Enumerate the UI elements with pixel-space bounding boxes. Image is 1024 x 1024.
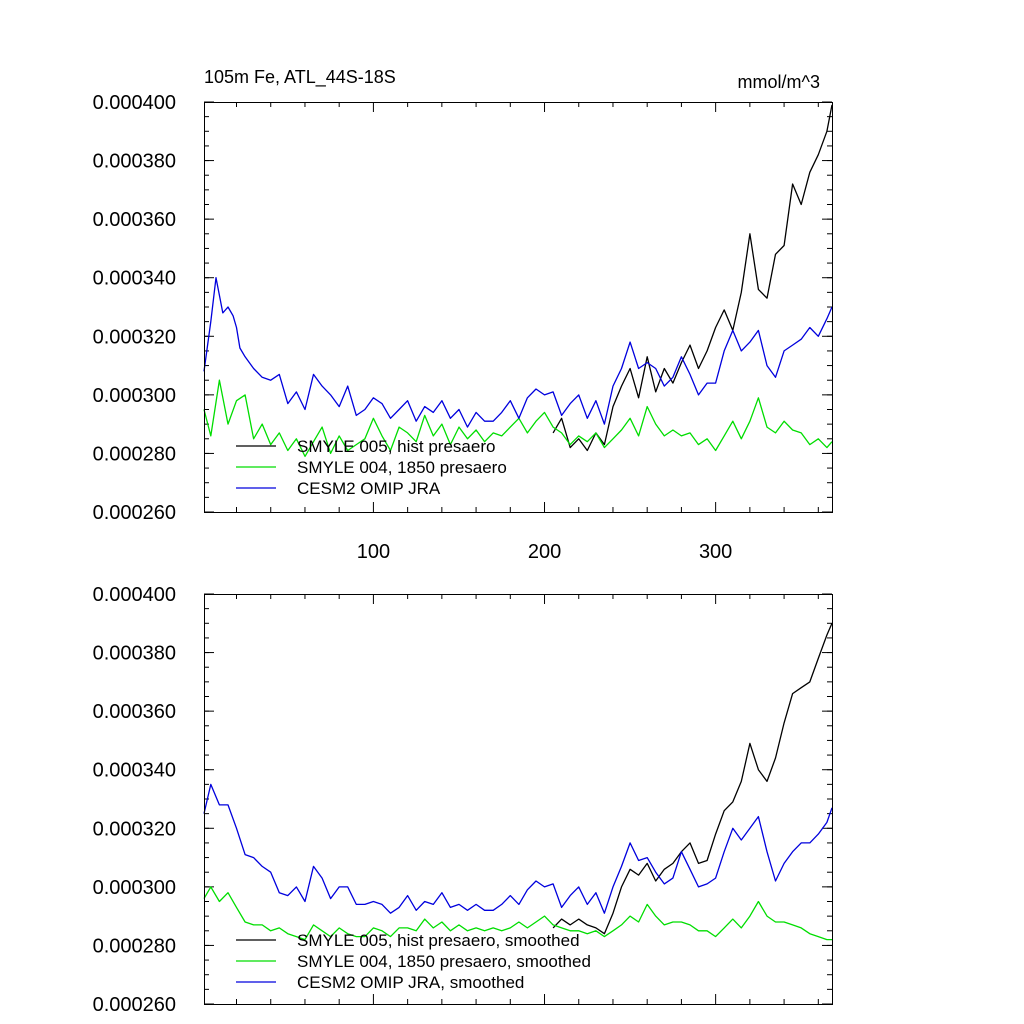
legend-label-2: CESM2 OMIP JRA	[297, 479, 441, 498]
x-tick-label: 200	[528, 541, 561, 563]
y-tick-label: 0.000280	[93, 443, 176, 465]
legend-label-2: CESM2 OMIP JRA, smoothed	[297, 973, 524, 992]
y-tick-label: 0.000340	[93, 268, 176, 290]
y-tick-label: 0.000400	[93, 92, 176, 114]
series-line-2	[203, 277, 833, 428]
chart-panel-top: 105m Fe, ATL_44S-18S mmol/m^3 0.0002600.…	[93, 67, 833, 563]
y-tick-label: 0.000360	[93, 209, 176, 231]
chart-title: 105m Fe, ATL_44S-18S	[204, 67, 396, 88]
series-line-0	[552, 104, 833, 452]
y-tick-label: 0.000260	[93, 994, 176, 1016]
axis-ticks-top: 0.000260 0.000280 0.000300 0.000320 0.000340…	[93, 92, 832, 563]
y-tick-label: 0.000400	[93, 584, 176, 606]
y-tick-label: 0.000300	[93, 877, 176, 899]
legend-label-0: SMYLE 005, hist presaero, smoothed	[297, 931, 580, 950]
plot-frame-bottom	[204, 594, 833, 1005]
y-tick-label: 0.000380	[93, 643, 176, 665]
x-tick-label: 100	[357, 541, 390, 563]
series-lines-bottom	[203, 623, 833, 941]
chart-panel-bottom: 0.000260 0.000280 0.000300 0.000320 0.000340…	[93, 584, 833, 1016]
legend-bottom: SMYLE 005, hist presaero, smoothed SMYLE …	[236, 931, 591, 992]
legend-top: SMYLE 005, hist presaero SMYLE 004, 1850 …	[236, 437, 507, 498]
y-tick-label: 0.000320	[93, 818, 176, 840]
legend-label-0: SMYLE 005, hist presaero	[297, 437, 495, 456]
y-tick-label: 0.000280	[93, 935, 176, 957]
y-tick-label: 0.000340	[93, 760, 176, 782]
legend-label-1: SMYLE 004, 1850 presaero	[297, 458, 507, 477]
y-tick-label: 0.000260	[93, 502, 176, 524]
y-tick-label: 0.000380	[93, 151, 176, 173]
y-tick-label: 0.000360	[93, 701, 176, 723]
series-line-0	[552, 623, 833, 935]
y-tick-label: 0.000320	[93, 326, 176, 348]
y-tick-label: 0.000300	[93, 385, 176, 407]
x-tick-label: 300	[699, 541, 732, 563]
legend-label-1: SMYLE 004, 1850 presaero, smoothed	[297, 952, 591, 971]
series-line-1	[203, 886, 832, 941]
units-label: mmol/m^3	[738, 72, 820, 92]
series-lines-top	[203, 104, 833, 458]
series-line-2	[203, 783, 833, 914]
plot-frame-top	[204, 102, 833, 513]
axis-ticks-bottom: 0.000260 0.000280 0.000300 0.000320 0.000340…	[93, 584, 832, 1016]
